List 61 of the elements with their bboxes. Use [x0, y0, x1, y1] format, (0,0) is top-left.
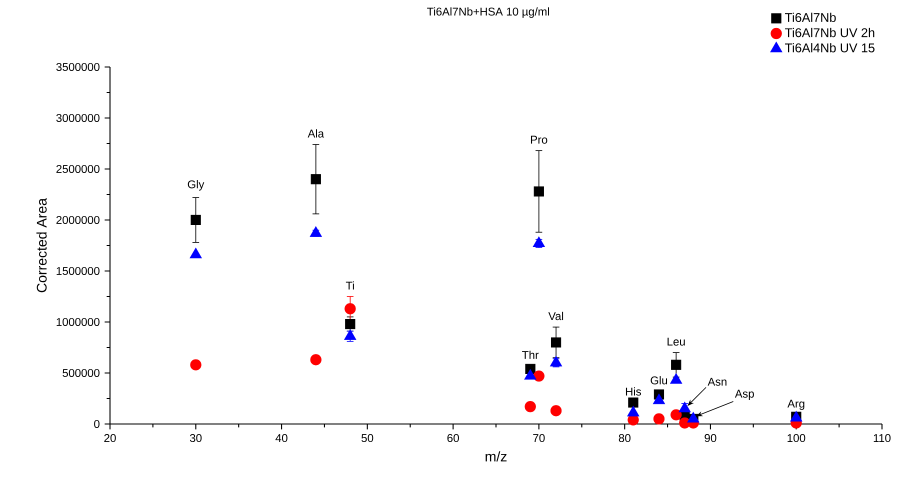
point — [550, 356, 562, 366]
annotation: Val — [548, 312, 564, 320]
y-tick-label: 3000000 — [56, 114, 100, 122]
annotation: Ti — [346, 281, 354, 290]
x-axis-title: m/z — [486, 451, 507, 462]
annotation: Thr — [522, 350, 539, 359]
point — [652, 394, 666, 404]
point — [344, 329, 356, 340]
annotation: Asn — [708, 378, 726, 386]
x-tick-label: 70 — [533, 434, 545, 442]
point — [670, 409, 682, 420]
legend-label: Ti6Al4Nb UV 15 — [785, 43, 875, 52]
y-tick-label: 1000000 — [56, 318, 100, 326]
x-tick-label: 100 — [788, 434, 806, 442]
point — [345, 318, 356, 330]
point — [533, 370, 544, 382]
annotation: Gly — [188, 180, 204, 191]
point — [671, 360, 682, 370]
x-tick-label: 60 — [447, 434, 459, 442]
x-tick-label: 110 — [874, 434, 891, 442]
annotation: Asp — [734, 390, 754, 400]
point — [310, 226, 322, 237]
y-tick-label: 3500000 — [56, 62, 100, 71]
legend-label: Ti6Al7Nb UV 2h — [785, 28, 874, 38]
point — [627, 406, 640, 416]
point — [653, 413, 665, 424]
point — [524, 401, 536, 412]
point — [344, 303, 356, 314]
point — [550, 405, 562, 416]
point — [628, 397, 638, 408]
x-tick-label: 90 — [704, 434, 716, 442]
x-tick-label: 80 — [618, 434, 631, 442]
x-tick-label: 30 — [190, 434, 202, 442]
annotation: Pro — [530, 136, 548, 144]
point — [532, 236, 545, 248]
chart-title: Ti6Al7Nb+HSA 10 µg/ml — [427, 7, 549, 18]
point — [534, 186, 544, 196]
point — [190, 248, 202, 258]
annotation: Arg — [787, 400, 804, 410]
point — [670, 373, 682, 384]
y-tick-label: 1500000 — [56, 266, 100, 275]
point — [550, 337, 562, 348]
legend-label: Ti6Al7Nb — [785, 12, 836, 22]
y-axis-title: Corrected Area — [36, 198, 47, 292]
y-tick-label: 2000000 — [56, 216, 100, 224]
y-tick-label: 500000 — [62, 368, 100, 377]
point — [310, 174, 321, 184]
y-tick-label: 0 — [94, 420, 100, 428]
point — [678, 402, 691, 412]
annotation: Leu — [668, 338, 685, 346]
x-tick-label: 20 — [104, 434, 116, 442]
annotation: His — [626, 387, 642, 396]
annotation: Glu — [650, 376, 668, 384]
annotation: Ala — [308, 129, 324, 138]
point — [524, 369, 536, 380]
y-tick-label: 2500000 — [56, 164, 100, 173]
point — [190, 214, 201, 226]
point — [310, 354, 322, 366]
point — [190, 359, 202, 370]
x-tick-label: 50 — [361, 434, 374, 442]
x-tick-label: 40 — [276, 434, 288, 442]
